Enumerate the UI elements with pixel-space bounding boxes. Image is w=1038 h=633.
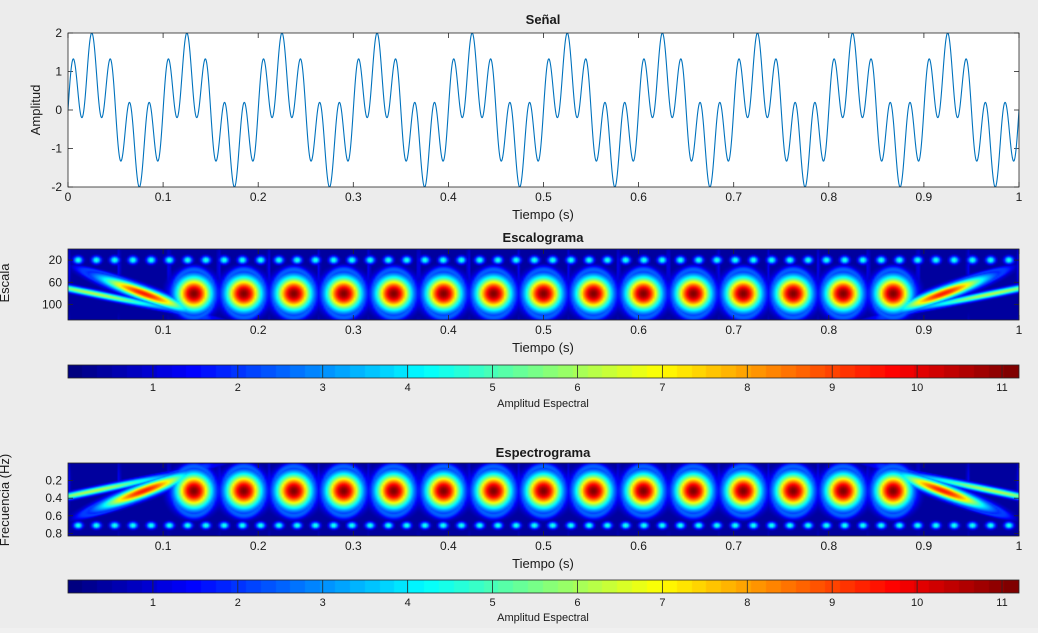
colorbar-tick-label: 10 <box>911 597 923 609</box>
spectrogram-ticks: 0.1 0.2 0.3 0.4 0.5 0.6 0.7 0.8 0.9 1 0.2 0.4 0.6 0.8 <box>45 463 1023 553</box>
spectrogram-xtick-label: 0.1 <box>155 539 172 553</box>
signal-ytick-label: -2 <box>51 180 62 194</box>
signal-xtick-label: 0.6 <box>630 190 647 204</box>
scalogram-colorbar-box <box>67 364 1020 379</box>
spectrogram-colorbar-box <box>67 579 1020 594</box>
colorbar-tick-label: 10 <box>911 382 923 394</box>
signal-title: Señal <box>526 12 561 27</box>
spectrogram-ytick-label: 0.4 <box>45 491 62 505</box>
colorbar-tick-label: 5 <box>489 597 495 609</box>
colorbar-tick-label: 8 <box>744 382 750 394</box>
scalogram-xtick-label: 0.7 <box>725 323 742 337</box>
colorbar-tick-label: 7 <box>659 382 665 394</box>
spectrogram-colorbar-ticks: 1 2 3 4 5 6 7 8 9 10 11 <box>150 580 1008 609</box>
signal-ytick-label: -1 <box>51 142 62 156</box>
scalogram-colorbar <box>68 365 1019 378</box>
scalogram-panel: Escalograma 0.1 0.2 0.3 0.4 0.5 0.6 0.7 0.8 0.9 1… <box>0 230 1023 410</box>
spectrogram-xtick-label: 0.2 <box>250 539 267 553</box>
spectrogram-xtick-label: 0.9 <box>916 539 933 553</box>
spectrogram-xtick-label: 1 <box>1016 539 1023 553</box>
scalogram-heatmap <box>68 249 1019 320</box>
signal-xtick-label: 0.1 <box>155 190 172 204</box>
scalogram-xlabel: Tiempo (s) <box>512 340 574 355</box>
spectrogram-xtick-label: 0.7 <box>725 539 742 553</box>
signal-ytick-label: 0 <box>55 103 62 117</box>
signal-xtick-label: 0.2 <box>250 190 267 204</box>
scalogram-title: Escalograma <box>503 230 585 245</box>
spectrogram-ytick-label: 0.8 <box>45 526 62 540</box>
scalogram-ticks: 0.1 0.2 0.3 0.4 0.5 0.6 0.7 0.8 0.9 1 20 60 100 <box>42 249 1023 337</box>
signal-xtick-label: 0.4 <box>440 190 457 204</box>
colorbar-tick-label: 2 <box>235 597 241 609</box>
signal-xtick-label: 0.5 <box>535 190 552 204</box>
scalogram-axes-box <box>67 248 1020 321</box>
signal-ytick-label: 2 <box>55 26 62 40</box>
spectrogram-xtick-label: 0.5 <box>535 539 552 553</box>
colorbar-tick-label: 2 <box>235 382 241 394</box>
signal-series-line <box>68 33 1019 187</box>
spectrogram-panel: Espectrograma 0.1 0.2 0.3 0.4 0.5 0.6 0.7 0.8 0.… <box>0 445 1023 624</box>
spectrogram-xtick-label: 0.6 <box>630 539 647 553</box>
signal-xtick-label: 0.7 <box>725 190 742 204</box>
scalogram-ylabel: Escala <box>0 263 12 303</box>
signal-xtick-label: 0 <box>65 190 72 204</box>
scalogram-ytick-label: 20 <box>49 253 63 267</box>
scalogram-colorbar-label: Amplitud Espectral <box>497 398 589 410</box>
spectrogram-xlabel: Tiempo (s) <box>512 556 574 571</box>
spectrogram-title: Espectrograma <box>496 445 591 460</box>
colorbar-tick-label: 11 <box>996 382 1007 394</box>
signal-xtick-label: 0.3 <box>345 190 362 204</box>
spectrogram-colorbar-label: Amplitud Espectral <box>497 612 589 624</box>
signal-xtick-label: 0.9 <box>916 190 933 204</box>
signal-ticks: 0 0.1 0.2 0.3 0.4 0.5 0.6 0.7 0.8 0.9 1 -2 -1 0 1 2 <box>51 26 1022 204</box>
scalogram-xtick-label: 0.5 <box>535 323 552 337</box>
spectrogram-axes-box <box>67 462 1020 537</box>
colorbar-tick-label: 5 <box>489 382 495 394</box>
colorbar-tick-label: 7 <box>659 597 665 609</box>
signal-xtick-label: 1 <box>1016 190 1023 204</box>
signal-xlabel: Tiempo (s) <box>512 207 574 222</box>
colorbar-tick-label: 6 <box>574 597 580 609</box>
spectrogram-ytick-label: 0.6 <box>45 509 62 523</box>
colorbar-tick-label: 9 <box>829 382 835 394</box>
scalogram-ytick-label: 60 <box>49 275 63 289</box>
scalogram-ytick-label: 100 <box>42 297 62 311</box>
scalogram-xtick-label: 0.9 <box>916 323 933 337</box>
colorbar-tick-label: 1 <box>150 382 156 394</box>
colorbar-tick-label: 8 <box>744 597 750 609</box>
colorbar-tick-label: 1 <box>150 597 156 609</box>
signal-ylabel: Amplitud <box>28 85 43 136</box>
signal-ytick-label: 1 <box>55 65 62 79</box>
signal-xtick-label: 0.8 <box>820 190 837 204</box>
colorbar-tick-label: 6 <box>574 382 580 394</box>
colorbar-tick-label: 9 <box>829 597 835 609</box>
colorbar-tick-label: 11 <box>996 597 1007 609</box>
spectrogram-heatmap <box>68 463 1019 536</box>
spectrogram-ylabel: Frecuencia (Hz) <box>0 454 12 546</box>
scalogram-xtick-label: 0.6 <box>630 323 647 337</box>
spectrogram-colorbar <box>68 580 1019 593</box>
spectrogram-xtick-label: 0.8 <box>820 539 837 553</box>
colorbar-tick-label: 3 <box>320 382 326 394</box>
scalogram-xtick-label: 0.4 <box>440 323 457 337</box>
colorbar-tick-label: 4 <box>405 597 411 609</box>
signal-panel: Señal 0 0.1 0.2 0.3 0.4 0.5 0.6 0.7 0.8 0.9 1-2-10… <box>28 12 1023 222</box>
scalogram-xtick-label: 0.2 <box>250 323 267 337</box>
scalogram-xtick-label: 0.1 <box>155 323 172 337</box>
colorbar-tick-label: 4 <box>405 382 411 394</box>
spectrogram-xtick-label: 0.3 <box>345 539 362 553</box>
signal-axes-box <box>67 32 1020 188</box>
spectrogram-xtick-label: 0.4 <box>440 539 457 553</box>
scalogram-xtick-label: 1 <box>1016 323 1023 337</box>
colorbar-tick-label: 3 <box>320 597 326 609</box>
spectrogram-ytick-label: 0.2 <box>45 474 62 488</box>
scalogram-xtick-label: 0.8 <box>820 323 837 337</box>
scalogram-xtick-label: 0.3 <box>345 323 362 337</box>
scalogram-colorbar-ticks: 1 2 3 4 5 6 7 8 9 10 11 <box>150 365 1008 394</box>
